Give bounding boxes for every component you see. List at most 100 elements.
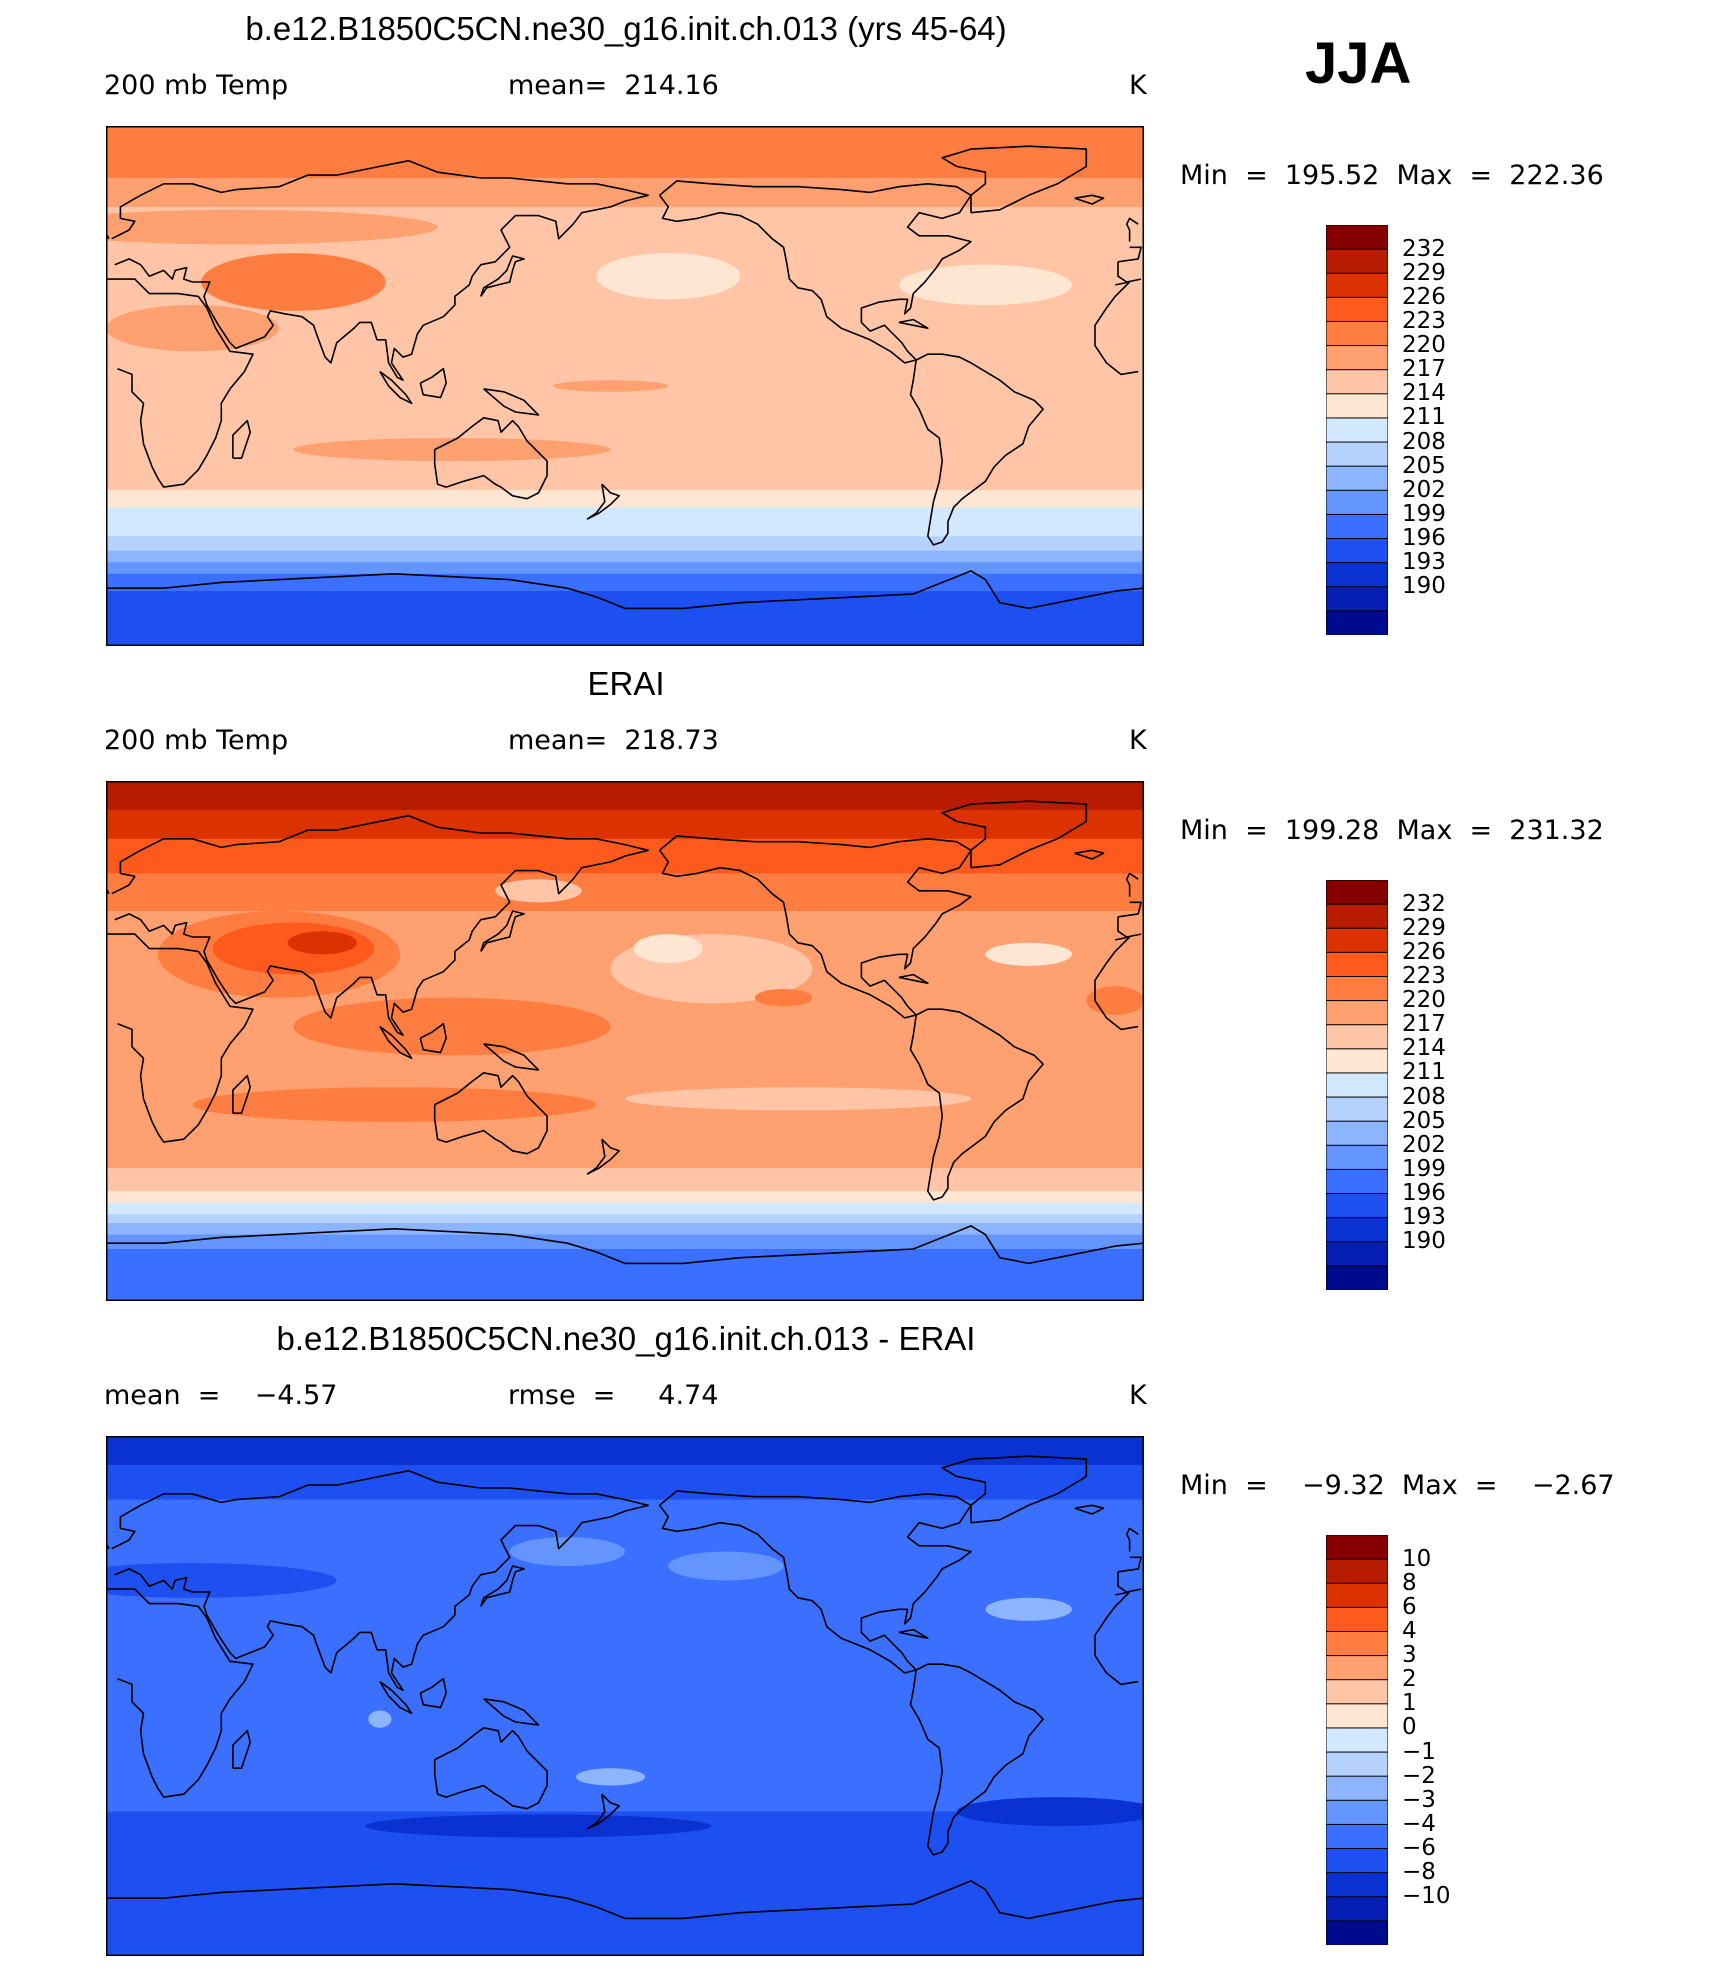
colorbar-swatch — [1326, 489, 1388, 516]
coastline — [898, 973, 929, 984]
colorbar-swatch — [1326, 610, 1388, 635]
coastline — [586, 483, 621, 520]
colorbar-tick-label: 217 — [1402, 356, 1446, 383]
coastline — [106, 570, 1144, 610]
coastline — [898, 1628, 929, 1639]
contour-band — [106, 1156, 1144, 1169]
contour-band — [106, 1234, 1144, 1250]
contour-region — [192, 1087, 597, 1122]
coastline — [106, 1588, 254, 1798]
coastline — [379, 1680, 413, 1715]
colorbar-swatch — [1326, 320, 1388, 347]
colorbar-tick-label: 202 — [1402, 1131, 1446, 1158]
colorbar-swatch — [1326, 1848, 1388, 1874]
coastline — [1094, 281, 1139, 376]
coastline — [232, 1729, 251, 1770]
contour-region — [495, 879, 582, 903]
colorbar-swatch — [1326, 1582, 1388, 1609]
coastline — [898, 318, 929, 329]
colorbar-tick-label: 196 — [1402, 525, 1446, 552]
coastline — [1125, 872, 1139, 897]
contour-region — [552, 380, 669, 392]
colorbar-swatch — [1326, 1096, 1388, 1122]
colorbar-swatch — [1326, 369, 1388, 395]
map-erai — [106, 781, 1144, 1301]
map-frame — [106, 1436, 1144, 1956]
coastline — [1074, 194, 1105, 205]
panel-erai: ERAI 200 mb Temp mean= 218.73 K Min = 19… — [0, 655, 1710, 1310]
colorbar-swatch — [1326, 345, 1388, 371]
colorbar-tick-label: 208 — [1402, 428, 1446, 455]
coastline — [419, 1677, 448, 1709]
coastline — [1125, 1527, 1139, 1552]
colorbar-swatch — [1326, 1799, 1388, 1826]
colorbar-swatch — [1326, 225, 1388, 250]
coastline — [106, 1225, 1144, 1265]
colorbar-swatch — [1326, 1727, 1388, 1753]
contour-band — [106, 178, 1144, 208]
colorbar-swatch — [1326, 417, 1388, 443]
colorbar-tick-label: −8 — [1402, 1859, 1436, 1886]
contour-band — [106, 1168, 1144, 1192]
contour-region — [898, 264, 1072, 306]
coastline — [941, 1455, 1088, 1524]
contour-band — [106, 1249, 1144, 1301]
panel-difference: b.e12.B1850C5CN.ne30_g16.init.ch.013 - E… — [0, 1310, 1710, 1965]
coastline — [1117, 261, 1142, 283]
colorbar-tick-label: −2 — [1402, 1762, 1436, 1789]
coastline — [658, 1490, 972, 1674]
contour-region — [365, 1814, 712, 1838]
contour-band — [106, 126, 1144, 179]
colorbar-swatch — [1326, 1872, 1388, 1898]
coastline — [1117, 1571, 1142, 1593]
colorbar-swatch — [1326, 1217, 1388, 1243]
colorbar-swatch — [1326, 880, 1388, 905]
colorbar-tick-label: 214 — [1402, 380, 1446, 407]
colorbar-tick-label: −10 — [1402, 1883, 1451, 1910]
colorbar-swatch — [1326, 1120, 1388, 1147]
colorbar-tick-label: 199 — [1402, 500, 1446, 527]
minmax-label: Min = 199.28 Max = 231.32 — [1180, 815, 1604, 846]
contour-region — [287, 931, 357, 955]
coastline — [1117, 1556, 1142, 1573]
colorbar-tick-label: 226 — [1402, 283, 1446, 310]
colorbar — [1326, 225, 1388, 635]
colorbar-swatch — [1326, 1168, 1388, 1195]
colorbar-tick-label: 6 — [1402, 1593, 1417, 1620]
colorbar-swatch — [1326, 1823, 1388, 1850]
contour-region — [509, 1537, 625, 1566]
colorbar-swatch — [1326, 248, 1388, 275]
colorbar-swatch — [1326, 562, 1388, 588]
colorbar-tick-label: 220 — [1402, 987, 1446, 1014]
coastline — [1117, 916, 1142, 938]
coastline — [232, 419, 251, 460]
colorbar-tick-label: 190 — [1402, 1228, 1446, 1255]
coastline — [658, 180, 972, 364]
coastline — [1117, 246, 1142, 263]
panel-title: b.e12.B1850C5CN.ne30_g16.init.ch.013 (yr… — [245, 10, 1007, 47]
colorbar-swatch — [1326, 903, 1388, 930]
colorbar-tick-label: 10 — [1402, 1545, 1432, 1572]
map-frame — [106, 126, 1144, 646]
map-frame — [106, 781, 1144, 1301]
colorbar-swatch — [1326, 1265, 1388, 1290]
contour-region — [575, 1768, 646, 1786]
variable-label: 200 mb Temp — [104, 70, 289, 101]
colorbar-swatch — [1326, 465, 1388, 492]
colorbar-tick-label: 8 — [1402, 1569, 1417, 1596]
unit-label: K — [1129, 725, 1147, 756]
colorbar-tick-label: 223 — [1402, 307, 1446, 334]
colorbar-swatch — [1326, 586, 1388, 612]
contour-band — [106, 591, 1144, 646]
coastline — [1094, 936, 1139, 1031]
contour-band — [106, 490, 1144, 508]
coastline — [232, 1074, 251, 1115]
colorbar-tick-label: 211 — [1402, 1059, 1446, 1086]
coastline — [480, 910, 525, 952]
coastline — [480, 1565, 525, 1607]
contour-band — [106, 550, 1144, 563]
colorbar-swatch — [1326, 975, 1388, 1002]
coastline — [941, 800, 1088, 869]
contour-band — [106, 562, 1144, 575]
colorbar-tick-label: 202 — [1402, 476, 1446, 503]
